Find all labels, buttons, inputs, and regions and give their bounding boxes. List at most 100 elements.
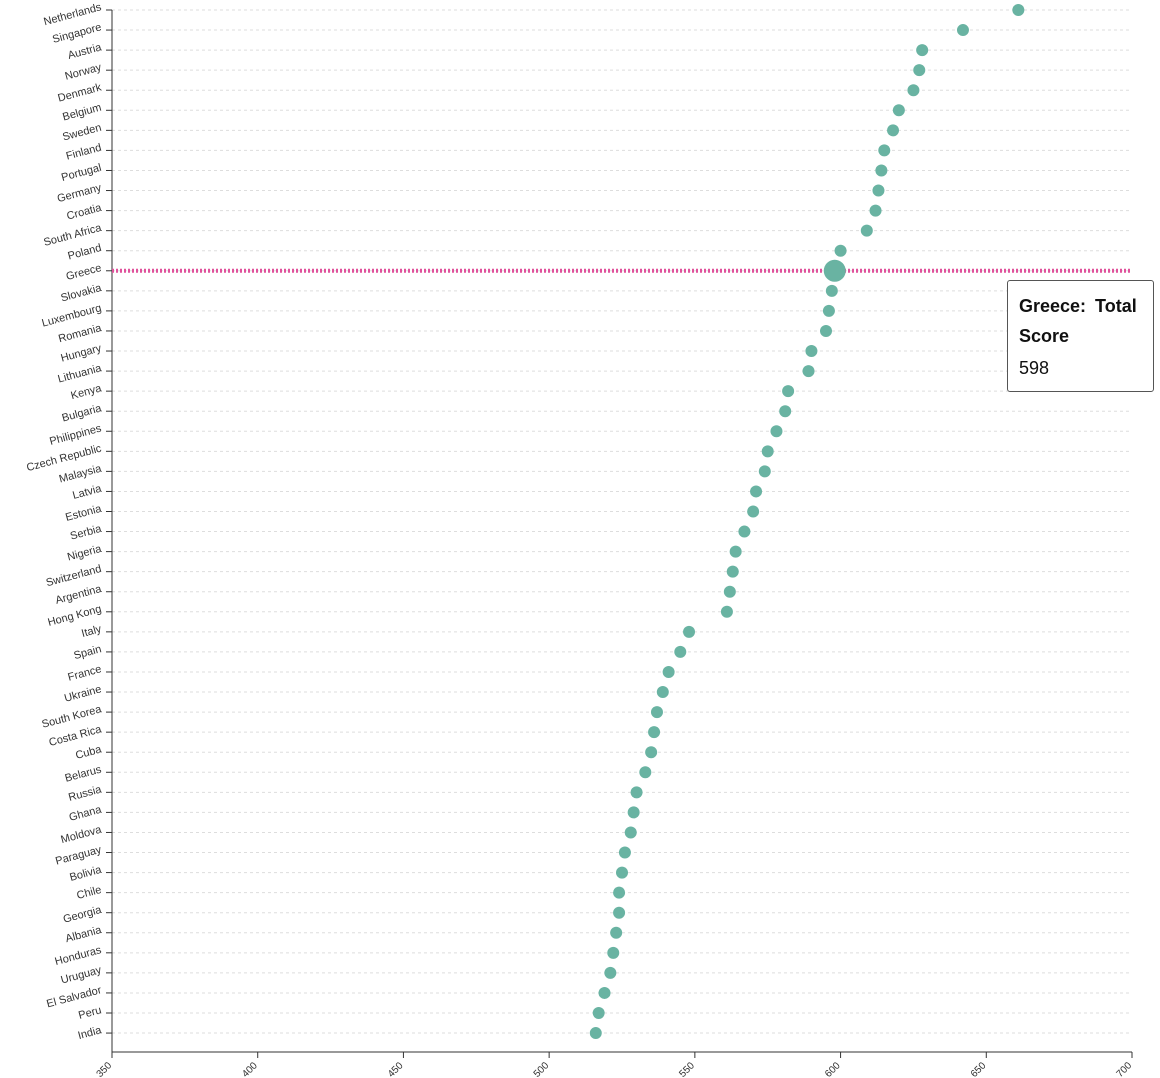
gridlines [112, 9, 1132, 1034]
data-point[interactable] [723, 585, 736, 598]
y-tick-label: Serbia [69, 523, 104, 543]
data-point[interactable] [916, 44, 929, 57]
data-point[interactable] [630, 786, 643, 799]
data-point[interactable] [875, 164, 888, 177]
data-point[interactable] [956, 24, 969, 37]
data-point[interactable] [639, 766, 652, 779]
data-point-highlighted[interactable] [823, 259, 846, 282]
y-tick-label: Malaysia [58, 462, 104, 485]
data-point[interactable] [598, 986, 611, 999]
data-point[interactable] [589, 1027, 602, 1040]
data-point[interactable] [610, 926, 623, 939]
y-tick-label: Croatia [65, 202, 103, 223]
x-axis-ticks: 350 400 450 500 550 600 650 700 [95, 1052, 1135, 1078]
data-point[interactable] [656, 686, 669, 699]
y-tick-label: Austria [67, 41, 104, 62]
data-point[interactable] [607, 946, 620, 959]
data-point[interactable] [683, 625, 696, 638]
y-axis-ticks: NetherlandsSingaporeAustriaNorwayDenmark… [25, 1, 112, 1042]
y-tick-label: Albania [64, 924, 103, 945]
data-point[interactable] [860, 224, 873, 237]
y-tick-label: Latvia [71, 483, 103, 502]
data-point[interactable] [627, 806, 640, 819]
data-point[interactable] [805, 345, 818, 358]
data-point[interactable] [613, 906, 626, 919]
data-point[interactable] [869, 204, 882, 217]
y-tick-label: Sweden [61, 122, 103, 144]
x-tick-label: 550 [677, 1060, 697, 1078]
data-point[interactable] [779, 405, 792, 418]
y-tick-label: Poland [67, 242, 103, 262]
data-point[interactable] [834, 244, 847, 257]
data-point[interactable] [913, 64, 926, 77]
data-point[interactable] [822, 304, 835, 317]
y-tick-label: Denmark [57, 81, 104, 104]
y-tick-label: Hungary [60, 342, 104, 364]
y-tick-label: Belarus [64, 763, 104, 784]
y-tick-label: Estonia [64, 503, 103, 524]
data-point[interactable] [878, 144, 891, 157]
data-point[interactable] [825, 284, 838, 297]
tooltip-value: 598 [1019, 358, 1050, 378]
data-point[interactable] [662, 665, 675, 678]
y-tick-label: France [67, 663, 103, 683]
y-tick-label: Portugal [60, 162, 103, 184]
y-tick-label: Bolivia [68, 864, 103, 884]
data-point[interactable] [782, 385, 795, 398]
y-tick-label: Italy [80, 623, 103, 640]
tooltip-title: Greece: Total Score [1019, 296, 1137, 346]
data-point[interactable] [770, 425, 783, 438]
y-tick-label: India [77, 1024, 104, 1042]
data-point[interactable] [892, 104, 905, 117]
y-tick-label: Georgia [62, 904, 104, 926]
data-point[interactable] [613, 886, 626, 899]
y-tick-label: Greece [65, 262, 103, 283]
data-point[interactable] [674, 645, 687, 658]
data-point[interactable] [592, 1007, 605, 1019]
y-tick-label: Russia [67, 783, 103, 804]
data-point[interactable] [604, 966, 617, 979]
y-tick-label: Nigeria [66, 543, 104, 564]
data-points [589, 4, 1025, 1040]
data-point[interactable] [758, 465, 771, 478]
data-point[interactable] [738, 525, 751, 538]
data-point[interactable] [618, 846, 631, 859]
y-tick-label: Norway [64, 61, 104, 82]
data-point[interactable] [820, 324, 832, 337]
data-point[interactable] [624, 826, 637, 839]
data-point[interactable] [645, 746, 658, 759]
y-tick-label: Kenya [70, 382, 104, 402]
y-tick-label: Slovakia [60, 282, 104, 305]
y-tick-label: Spain [72, 643, 102, 662]
data-point[interactable] [802, 365, 815, 378]
y-tick-label: Romania [57, 322, 103, 345]
data-point[interactable] [887, 124, 900, 137]
data-point[interactable] [761, 445, 774, 458]
y-tick-label: Bulgaria [61, 402, 104, 424]
data-point[interactable] [872, 184, 885, 197]
x-tick-label: 350 [95, 1060, 115, 1078]
y-tick-label: Lithuania [57, 362, 104, 385]
y-tick-label: Moldova [60, 824, 104, 847]
x-tick-label: 650 [969, 1060, 989, 1078]
data-point[interactable] [650, 706, 663, 719]
x-tick-label: 700 [1115, 1060, 1135, 1078]
y-tick-label: Uruguay [60, 964, 104, 986]
x-tick-label: 600 [823, 1060, 843, 1078]
x-tick-label: 500 [532, 1060, 552, 1078]
y-tick-label: Peru [77, 1004, 103, 1022]
data-point[interactable] [747, 505, 760, 518]
data-point[interactable] [720, 605, 733, 618]
data-point[interactable] [729, 545, 742, 558]
y-tick-label: Chile [75, 884, 102, 902]
data-point[interactable] [1012, 4, 1025, 16]
data-point[interactable] [750, 485, 763, 498]
tooltip: Greece: Total Score 598 [1007, 280, 1154, 392]
data-point[interactable] [616, 866, 628, 879]
data-point[interactable] [726, 565, 739, 578]
data-point[interactable] [648, 726, 661, 739]
data-point[interactable] [907, 84, 920, 97]
y-tick-label: Belgium [61, 102, 103, 124]
x-tick-label: 450 [386, 1060, 406, 1078]
